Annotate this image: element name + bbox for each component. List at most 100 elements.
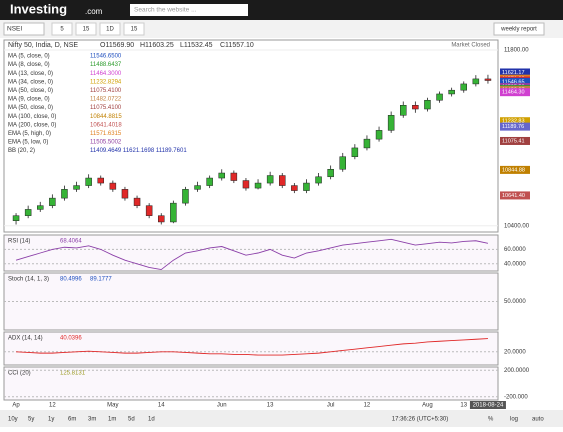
price-tag: [500, 165, 530, 174]
candle-body: [472, 78, 480, 85]
candle-body: [400, 105, 407, 116]
pane-value: 68.4064: [60, 239, 82, 245]
indicator-value: 11232.8294: [90, 79, 122, 85]
symbol-box[interactable]: [3, 22, 45, 36]
indicator-value: 11571.6315: [90, 131, 122, 137]
price-tag: [500, 122, 530, 131]
y-tick-label: 40.0000: [504, 261, 526, 267]
candle-body: [424, 99, 431, 110]
search-box[interactable]: [130, 4, 248, 16]
x-tick-label: Aug: [422, 403, 433, 409]
interval-label: 5: [60, 27, 64, 33]
symbol: NSEI: [7, 26, 22, 33]
time: 17:36:26 (UTC+5:30): [392, 417, 449, 423]
pane-name: RSI (14): [8, 239, 30, 245]
price-tag: [500, 191, 530, 200]
x-tick-label: 12: [364, 403, 371, 409]
candle-body: [375, 130, 383, 140]
ohlc-label: H11603.25: [140, 42, 174, 49]
x-tick-label: May: [107, 403, 118, 409]
pane-name: CCI (20): [8, 371, 31, 377]
interval-button[interactable]: [51, 22, 73, 36]
candle-body: [182, 189, 189, 204]
y-tick-label: 60.0000: [504, 247, 526, 253]
date-box: [469, 401, 506, 409]
candle-body: [61, 189, 68, 199]
range-button[interactable]: 5y: [28, 417, 34, 423]
scale-option[interactable]: log: [510, 417, 518, 423]
candle-body: [363, 138, 371, 149]
candle-body: [133, 197, 141, 206]
indicator-value: 11488.6437: [90, 62, 122, 68]
range-button[interactable]: 3m: [88, 417, 96, 423]
candle-body: [412, 105, 419, 110]
price-tag-label: 11075.41: [502, 138, 525, 144]
interval-label: 15: [131, 27, 138, 33]
candle-body: [24, 209, 32, 216]
price-tag-label: 11621.17: [502, 70, 525, 76]
range-button[interactable]: 1m: [108, 417, 116, 423]
interval-button[interactable]: [123, 22, 145, 36]
candle-body: [109, 182, 117, 190]
scale-option[interactable]: %: [488, 417, 494, 423]
market-status: Market Closed: [451, 43, 490, 49]
y-tick-label: 200.0000: [504, 368, 530, 374]
indicator-name: MA (50, close, 0): [8, 88, 53, 94]
price-tag-label: 10641.40: [502, 193, 525, 199]
y-tick-label: 50.0000: [504, 299, 526, 305]
candle-body: [242, 180, 250, 189]
indicator-pane: [3, 234, 499, 272]
indicator-pane: [3, 272, 499, 331]
candle-body: [266, 175, 274, 184]
candle-body: [339, 156, 346, 170]
candle-body: [218, 172, 225, 179]
candle-body: [460, 83, 467, 91]
indicator-name: MA (13, close, 0): [8, 71, 53, 77]
scale-option[interactable]: auto: [532, 417, 544, 423]
range-button[interactable]: 5d: [128, 417, 135, 423]
pane-name: Stoch (14, 1, 3): [8, 277, 49, 283]
bottom-bar: [0, 410, 563, 427]
indicator-value: 11546.6500: [90, 54, 122, 60]
candle-body: [170, 202, 177, 223]
pane-value: 40.0396: [60, 336, 82, 342]
candle-body: [351, 147, 359, 157]
indicator-value: 11409.4649 11621.1698 11189.7601: [90, 148, 187, 154]
indicator-value: 11075.4100: [90, 88, 122, 94]
price-pane: [3, 39, 499, 233]
indicator-value: 11482.0722: [90, 97, 122, 103]
candle-body: [97, 177, 104, 184]
interval-label: 1D: [106, 27, 114, 33]
indicator-name: EMA (5, high, 0): [8, 131, 51, 137]
search-placeholder: Search the website ...: [134, 7, 197, 14]
candle-body: [37, 205, 44, 210]
indicator-name: MA (34, close, 0): [8, 79, 53, 85]
candle-body: [206, 177, 213, 186]
interval-label: 15: [83, 27, 90, 33]
interval-button[interactable]: [99, 22, 121, 36]
x-tick-label: Ap: [12, 403, 20, 409]
candle-body: [315, 176, 322, 184]
price-tag-label: 11464.30: [502, 90, 525, 96]
candle-body: [448, 89, 455, 95]
logo-suffix: .com: [85, 7, 103, 16]
range-button[interactable]: 6m: [68, 417, 76, 423]
range-button[interactable]: 10y: [8, 417, 18, 423]
candle-body: [484, 78, 492, 81]
interval-button[interactable]: [75, 22, 97, 36]
indicator-name: MA (50, close, 0): [8, 105, 53, 111]
range-button[interactable]: 1d: [148, 417, 155, 423]
candle-body: [327, 169, 334, 178]
x-tick-label: 14: [158, 403, 165, 409]
indicator-value: 11505.5002: [90, 140, 122, 146]
pane-value: 125.8131: [60, 371, 86, 377]
x-tick-label: Jul: [327, 403, 335, 409]
y-tick-label: -200.000: [504, 394, 528, 400]
range-button[interactable]: 1y: [48, 417, 54, 423]
indicator-pane: [3, 331, 499, 366]
price-tag: [500, 117, 530, 126]
indicator-name: MA (200, close, 0): [8, 122, 56, 128]
candle-body: [49, 197, 56, 206]
weekly-report-button[interactable]: [493, 22, 545, 36]
